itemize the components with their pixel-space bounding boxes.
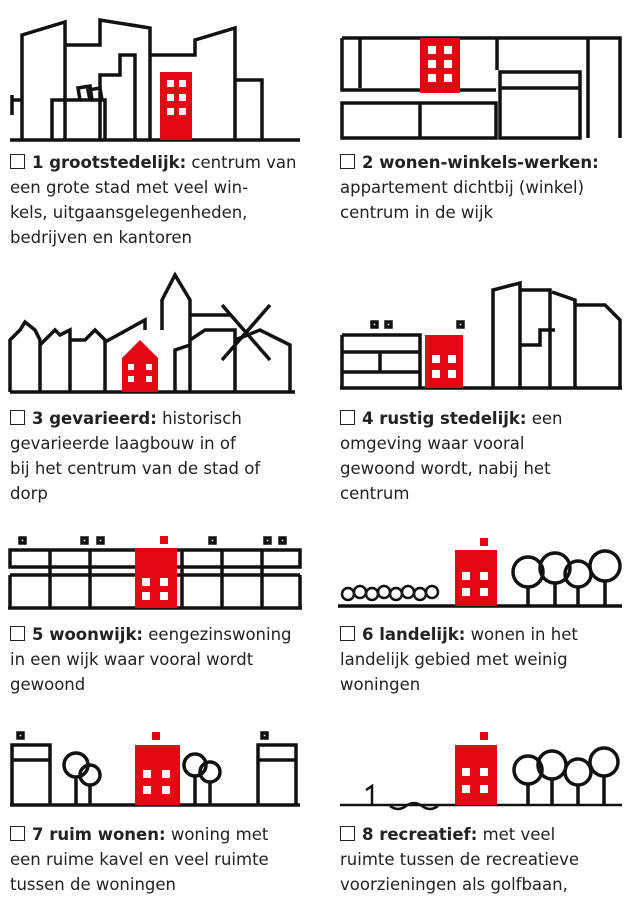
caption-line: woning met bbox=[171, 822, 269, 847]
checkbox bbox=[10, 826, 25, 841]
caption-line: centrum bbox=[340, 481, 409, 506]
caption-line: in een wijk waar vooral wordt bbox=[10, 647, 253, 672]
checkbox bbox=[340, 626, 355, 641]
caption-line: landelijk gebied met weinig bbox=[340, 647, 568, 672]
illustration-3 bbox=[10, 275, 295, 392]
caption-line: bedrijven en kantoren bbox=[10, 225, 192, 250]
checkbox bbox=[10, 626, 25, 641]
caption-line: voorzieningen als golfbaan, bbox=[340, 872, 568, 897]
caption-line: eengezinswoning bbox=[148, 622, 291, 647]
caption-title: 7 ruim wonen: bbox=[32, 825, 166, 844]
caption-title: 8 recreatief: bbox=[362, 825, 477, 844]
caption-line: kels, uitgaansgelegenheden, bbox=[10, 200, 247, 225]
caption-line: met veel bbox=[483, 822, 556, 847]
checkbox bbox=[340, 154, 355, 169]
checkbox bbox=[10, 410, 25, 425]
caption: 4 rustig stedelijk: een omgeving waar voo… bbox=[340, 406, 626, 506]
caption-line: tussen de woningen bbox=[10, 872, 176, 897]
illustration-8 bbox=[340, 732, 622, 809]
caption-title: 4 rustig stedelijk: bbox=[362, 409, 526, 428]
caption-line: omgeving waar vooral bbox=[340, 431, 525, 456]
caption-line: gevarieerde laagbouw in of bbox=[10, 431, 236, 456]
caption-line: appartement dichtbij (winkel) bbox=[340, 175, 584, 200]
caption-line: bij het centrum van de stad of bbox=[10, 456, 260, 481]
caption-title: 3 gevarieerd: bbox=[32, 409, 157, 428]
caption-line: gewoond bbox=[10, 672, 85, 697]
caption-line: centrum van bbox=[191, 150, 296, 175]
caption-title: 2 wonen-winkels-werken: bbox=[362, 153, 599, 172]
checkbox bbox=[10, 154, 25, 169]
caption-line: ruimte tussen de recreatieve bbox=[340, 847, 579, 872]
caption-line: gewoond wordt, nabij het bbox=[340, 456, 551, 481]
illustration-4 bbox=[340, 283, 622, 388]
caption-line: woningen bbox=[340, 672, 420, 697]
illustration-5 bbox=[8, 536, 302, 608]
caption-line: dorp bbox=[10, 481, 48, 506]
checkbox bbox=[340, 410, 355, 425]
caption-line: wonen in het bbox=[471, 622, 578, 647]
illustration-7 bbox=[10, 732, 300, 805]
page: 1 grootstedelijk: centrum vaneen grote s… bbox=[0, 0, 626, 899]
caption-title: 5 woonwijk: bbox=[32, 625, 143, 644]
caption-line: een ruime kavel en veel ruimte bbox=[10, 847, 269, 872]
illustration-1 bbox=[10, 20, 300, 140]
caption-line: historisch bbox=[162, 406, 242, 431]
caption: 2 wonen-winkels-werken: appartement dich… bbox=[340, 150, 626, 225]
caption-title: 6 landelijk: bbox=[362, 625, 465, 644]
caption-line: centrum in de wijk bbox=[340, 200, 493, 225]
checkbox bbox=[340, 826, 355, 841]
caption-line: een grote stad met veel win- bbox=[10, 175, 248, 200]
caption-line: een bbox=[532, 406, 563, 431]
illustration-2 bbox=[342, 38, 620, 138]
caption-title: 1 grootstedelijk: bbox=[32, 153, 186, 172]
illustration-6 bbox=[338, 538, 622, 606]
